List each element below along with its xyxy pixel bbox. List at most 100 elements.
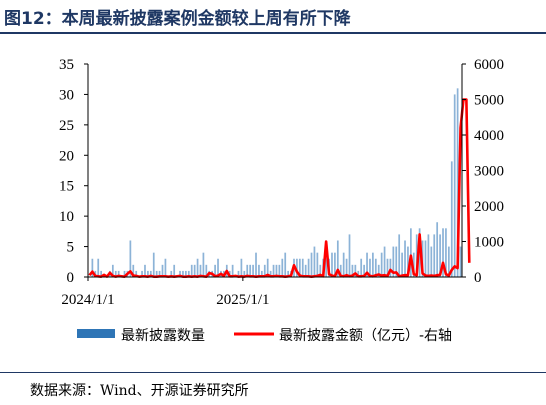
bar — [410, 228, 412, 277]
right-tick-label: 6000 — [474, 57, 504, 73]
chart: 0 5 10 15 20 25 30 35 0 1000 2000 3000 4000 5000 6000… — [59, 57, 504, 344]
bar — [132, 264, 135, 277]
left-tick-label: 20 — [59, 148, 74, 164]
bar — [336, 240, 339, 277]
bar — [214, 264, 216, 277]
bar — [217, 258, 219, 277]
bar — [141, 270, 143, 277]
bar — [313, 246, 316, 277]
bar — [389, 258, 392, 277]
bar — [173, 264, 176, 277]
bar — [377, 264, 380, 277]
x-tick-label: 2025/1/1 — [216, 292, 269, 308]
bar — [456, 88, 459, 277]
right-tick-label: 3000 — [474, 164, 504, 180]
bar — [100, 270, 103, 277]
bar — [269, 270, 272, 277]
bar — [418, 228, 421, 277]
right-tick-label: 2000 — [474, 199, 504, 215]
bar — [374, 258, 377, 277]
bar — [412, 252, 415, 277]
bar — [398, 234, 401, 277]
bar — [117, 270, 120, 277]
bar — [190, 264, 193, 277]
bar — [114, 270, 117, 277]
left-tick-label: 25 — [59, 118, 74, 134]
bar — [152, 252, 155, 277]
bar — [170, 270, 173, 277]
bar — [287, 270, 290, 277]
bar — [351, 264, 354, 277]
bar — [301, 258, 304, 277]
bar — [111, 264, 114, 277]
bar — [331, 252, 333, 277]
bar — [155, 270, 158, 277]
source-note: 数据来源：Wind、开源证券研究所 — [30, 383, 249, 399]
bar — [243, 270, 246, 277]
bar — [363, 264, 365, 277]
legend-line-label: 最新披露金额（亿元）-右轴 — [279, 328, 452, 344]
bar — [252, 264, 254, 277]
legend-bar-label: 最新披露数量 — [121, 328, 205, 344]
bar — [147, 270, 149, 277]
bar — [202, 252, 205, 277]
bar — [366, 252, 368, 277]
amount-line-series — [88, 98, 471, 278]
bar — [369, 258, 371, 277]
bar — [272, 264, 275, 277]
bar — [439, 234, 441, 277]
left-tick-label: 15 — [59, 179, 74, 195]
bar — [459, 246, 462, 277]
bar — [296, 258, 298, 277]
right-tick-label: 0 — [474, 270, 482, 286]
right-axis-ticks: 0 1000 2000 3000 4000 5000 6000 — [462, 57, 504, 286]
bar — [424, 240, 427, 277]
bar — [237, 270, 240, 277]
x-tick-label: 2024/1/1 — [61, 292, 114, 308]
bar — [316, 252, 319, 277]
bar — [196, 258, 199, 277]
bar — [199, 264, 202, 277]
bar — [433, 234, 436, 277]
bar — [205, 264, 208, 277]
bar — [179, 270, 181, 277]
left-tick-label: 35 — [59, 57, 74, 73]
bar — [357, 270, 360, 277]
bar — [249, 264, 252, 277]
bar — [158, 270, 161, 277]
bar — [348, 234, 351, 277]
bar — [135, 270, 138, 277]
bar — [372, 252, 374, 277]
bar — [354, 264, 357, 277]
bar — [383, 246, 386, 277]
bar — [231, 264, 234, 277]
source-divider — [0, 372, 546, 373]
bar — [307, 258, 310, 277]
bar — [246, 264, 249, 277]
bar — [334, 252, 336, 277]
bar — [187, 270, 190, 277]
bar — [129, 240, 132, 277]
left-axis-ticks: 0 5 10 15 20 25 30 35 — [59, 57, 88, 286]
bar — [144, 264, 146, 277]
left-tick-label: 5 — [67, 240, 75, 256]
bar — [164, 258, 167, 277]
bar — [427, 234, 430, 277]
bar — [342, 252, 345, 277]
right-tick-label: 1000 — [474, 235, 504, 251]
bar — [447, 246, 450, 277]
bar — [386, 258, 389, 277]
bar — [275, 264, 278, 277]
bar — [442, 228, 444, 277]
bar — [193, 264, 196, 277]
bar — [266, 258, 269, 277]
right-tick-label: 4000 — [474, 128, 504, 144]
bar — [325, 246, 327, 277]
bar — [450, 161, 453, 277]
bar — [339, 264, 342, 277]
bar — [149, 270, 152, 277]
bar — [345, 258, 348, 277]
bar — [401, 252, 403, 277]
left-tick-label: 30 — [59, 87, 74, 103]
bar — [263, 264, 266, 277]
